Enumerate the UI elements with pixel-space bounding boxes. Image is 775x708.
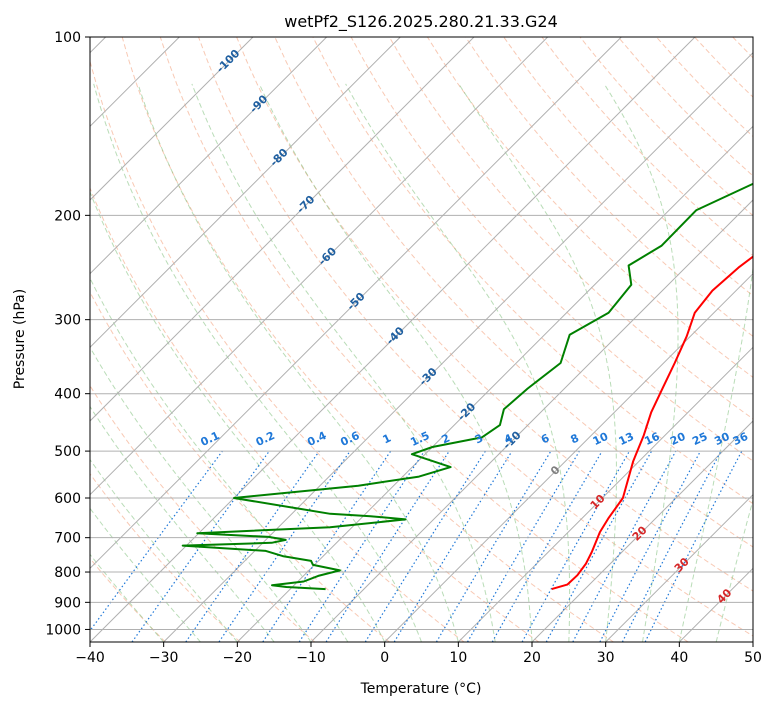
temperature-profile-line — [551, 255, 753, 591]
x-tick-label: −20 — [223, 650, 253, 666]
moist-adiabat-line — [90, 458, 238, 642]
moist-adiabat-line — [258, 83, 533, 642]
dry-adiabat-line — [426, 37, 753, 378]
y-tick-label: 200 — [54, 208, 81, 224]
dry-adiabat-line — [90, 186, 465, 642]
isotherm-line — [457, 346, 753, 642]
isotherm-line — [90, 37, 696, 642]
background-lines — [90, 37, 753, 642]
mixing-ratio-line — [325, 450, 450, 642]
mixing-ratio-label: 25 — [690, 430, 709, 448]
x-tick-label: 30 — [597, 650, 615, 666]
mixing-ratio-line — [521, 450, 631, 642]
x-tick-label: 0 — [380, 650, 389, 666]
isotherm-line — [236, 125, 753, 642]
y-axis-label: Pressure (hPa) — [12, 289, 28, 389]
moist-adiabat-line — [90, 277, 349, 642]
dry-adiabat-line — [90, 557, 166, 642]
mixing-ratio-line — [298, 450, 425, 642]
mixing-ratio-label: 10 — [591, 430, 611, 448]
isotherm-line — [90, 37, 254, 201]
isotherm-line — [90, 37, 401, 349]
plot-area — [90, 37, 753, 642]
x-tick-label: −10 — [296, 650, 326, 666]
mixing-ratio-line — [218, 450, 351, 642]
chart-title: wetPf2_S126.2025.280.21.33.G24 — [284, 12, 558, 32]
mixing-ratio-line — [393, 450, 513, 642]
mixing-ratio-label: 36 — [731, 430, 751, 448]
x-tick-label: 20 — [523, 650, 541, 666]
mixing-ratio-line — [131, 450, 270, 642]
dry-adiabat-line — [198, 37, 753, 637]
x-axis-ticks: −40 −30 −20 −10 0 10 20 30 40 50 — [75, 642, 762, 666]
moist-adiabat-line — [678, 83, 753, 642]
isotherm-line — [90, 37, 328, 275]
isotherm-line — [163, 51, 753, 642]
dry-adiabat-line — [90, 472, 241, 642]
mixing-ratio-line — [572, 450, 677, 642]
moist-adiabat-line — [90, 405, 275, 642]
mixing-ratio-line — [644, 450, 743, 642]
mixing-ratio-line — [90, 450, 223, 632]
dry-adiabat-line — [236, 37, 753, 592]
x-axis-label: Temperature (°C) — [360, 681, 482, 697]
x-tick-label: −40 — [75, 650, 105, 666]
plot-frame — [89, 36, 754, 643]
isotherm-line — [90, 37, 475, 422]
mixing-ratio-label: 16 — [642, 430, 662, 448]
moist-adiabat-line — [458, 83, 617, 642]
y-tick-label: 700 — [54, 531, 81, 547]
dry-adiabat-line — [90, 384, 316, 642]
y-tick-label: 800 — [54, 565, 81, 581]
isotherm-line — [384, 272, 753, 642]
y-tick-label: 500 — [54, 444, 81, 460]
series-layer — [181, 182, 753, 591]
mixing-ratio-labels: 0.1 0.2 0.4 0.6 1 1.5 2 3 4 6 8 10 13 16 20 25 30 36 — [198, 429, 750, 449]
moist-adiabat-line — [715, 498, 753, 642]
x-tick-label: 40 — [670, 650, 688, 666]
isotherm-line — [90, 37, 549, 496]
isotherm-line — [531, 420, 753, 642]
dewpoint-profile-line — [181, 182, 753, 591]
x-tick-label: 50 — [744, 650, 762, 666]
mixing-ratio-label: 13 — [617, 430, 636, 448]
x-tick-label: 10 — [449, 650, 467, 666]
dry-adiabat-line — [90, 291, 390, 642]
y-tick-label: 600 — [54, 491, 81, 507]
y-tick-label: 900 — [54, 595, 81, 611]
mixing-ratio-label: 20 — [668, 430, 688, 448]
moist-adiabat-line — [345, 83, 571, 642]
isotherm-line — [310, 199, 753, 642]
y-axis-ticks: 100 200 300 400 500 600 700 800 900 1000 — [45, 30, 90, 638]
dry-adiabat-line — [350, 37, 753, 462]
x-tick-label: −30 — [149, 650, 179, 666]
mixing-ratio-line — [262, 450, 392, 642]
isotherm-line — [605, 493, 753, 642]
pressure-gridlines — [90, 37, 753, 630]
moist-adiabat-line — [137, 83, 459, 642]
moist-adiabat-line — [93, 83, 422, 642]
mixing-ratio-line — [545, 450, 653, 642]
dry-adiabat-line — [503, 37, 753, 297]
moist-adiabat-line — [603, 83, 679, 642]
y-tick-label: 1000 — [45, 622, 81, 638]
y-tick-label: 400 — [54, 387, 81, 403]
mixing-ratio-line — [185, 450, 320, 642]
isotherm-line — [90, 37, 622, 570]
y-tick-label: 100 — [54, 30, 81, 46]
moist-adiabat-line — [191, 83, 496, 642]
mixing-ratio-label: 30 — [712, 430, 732, 448]
moist-adiabat-line — [90, 346, 312, 642]
dry-adiabat-line — [159, 37, 689, 642]
dry-adiabat-line — [121, 37, 614, 642]
y-tick-label: 300 — [54, 313, 81, 329]
